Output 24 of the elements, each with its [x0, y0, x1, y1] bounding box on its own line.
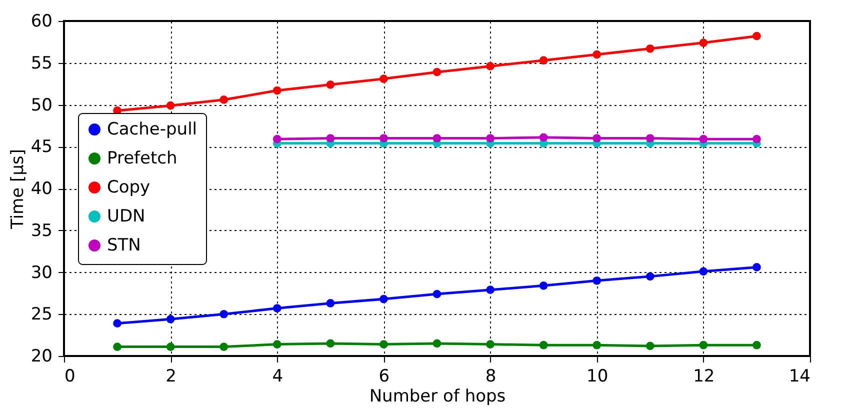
legend-label: Copy [107, 178, 150, 198]
y-tick-label: 35 [30, 220, 52, 241]
legend-label: STN [107, 236, 141, 256]
y-tick-label: 55 [30, 53, 52, 74]
x-tick-label: 12 [693, 366, 715, 386]
x-tick-label: 14 [788, 366, 810, 386]
legend-label: Cache-pull [107, 120, 198, 140]
y-tick-label: 40 [30, 179, 52, 199]
y-axis-title: Time [μs] [8, 149, 28, 230]
y-tick-label: 20 [30, 346, 52, 366]
y-tick-label: 60 [30, 12, 52, 32]
x-tick-label: 10 [586, 366, 608, 386]
y-tick-label: 25 [30, 304, 52, 325]
legend-label: UDN [107, 206, 146, 226]
x-tick-label: 6 [378, 366, 390, 386]
x-tick-label: 4 [272, 366, 284, 386]
x-tick-label: 2 [166, 366, 176, 386]
y-tick-label: 45 [30, 137, 52, 158]
x-tick-label: 8 [485, 366, 496, 386]
y-tick-label: 30 [30, 262, 52, 283]
x-axis-title: Number of hops [369, 386, 506, 406]
x-tick-label: 0 [64, 366, 76, 386]
y-tick-label: 50 [30, 95, 52, 116]
legend-label: Prefetch [107, 148, 178, 168]
